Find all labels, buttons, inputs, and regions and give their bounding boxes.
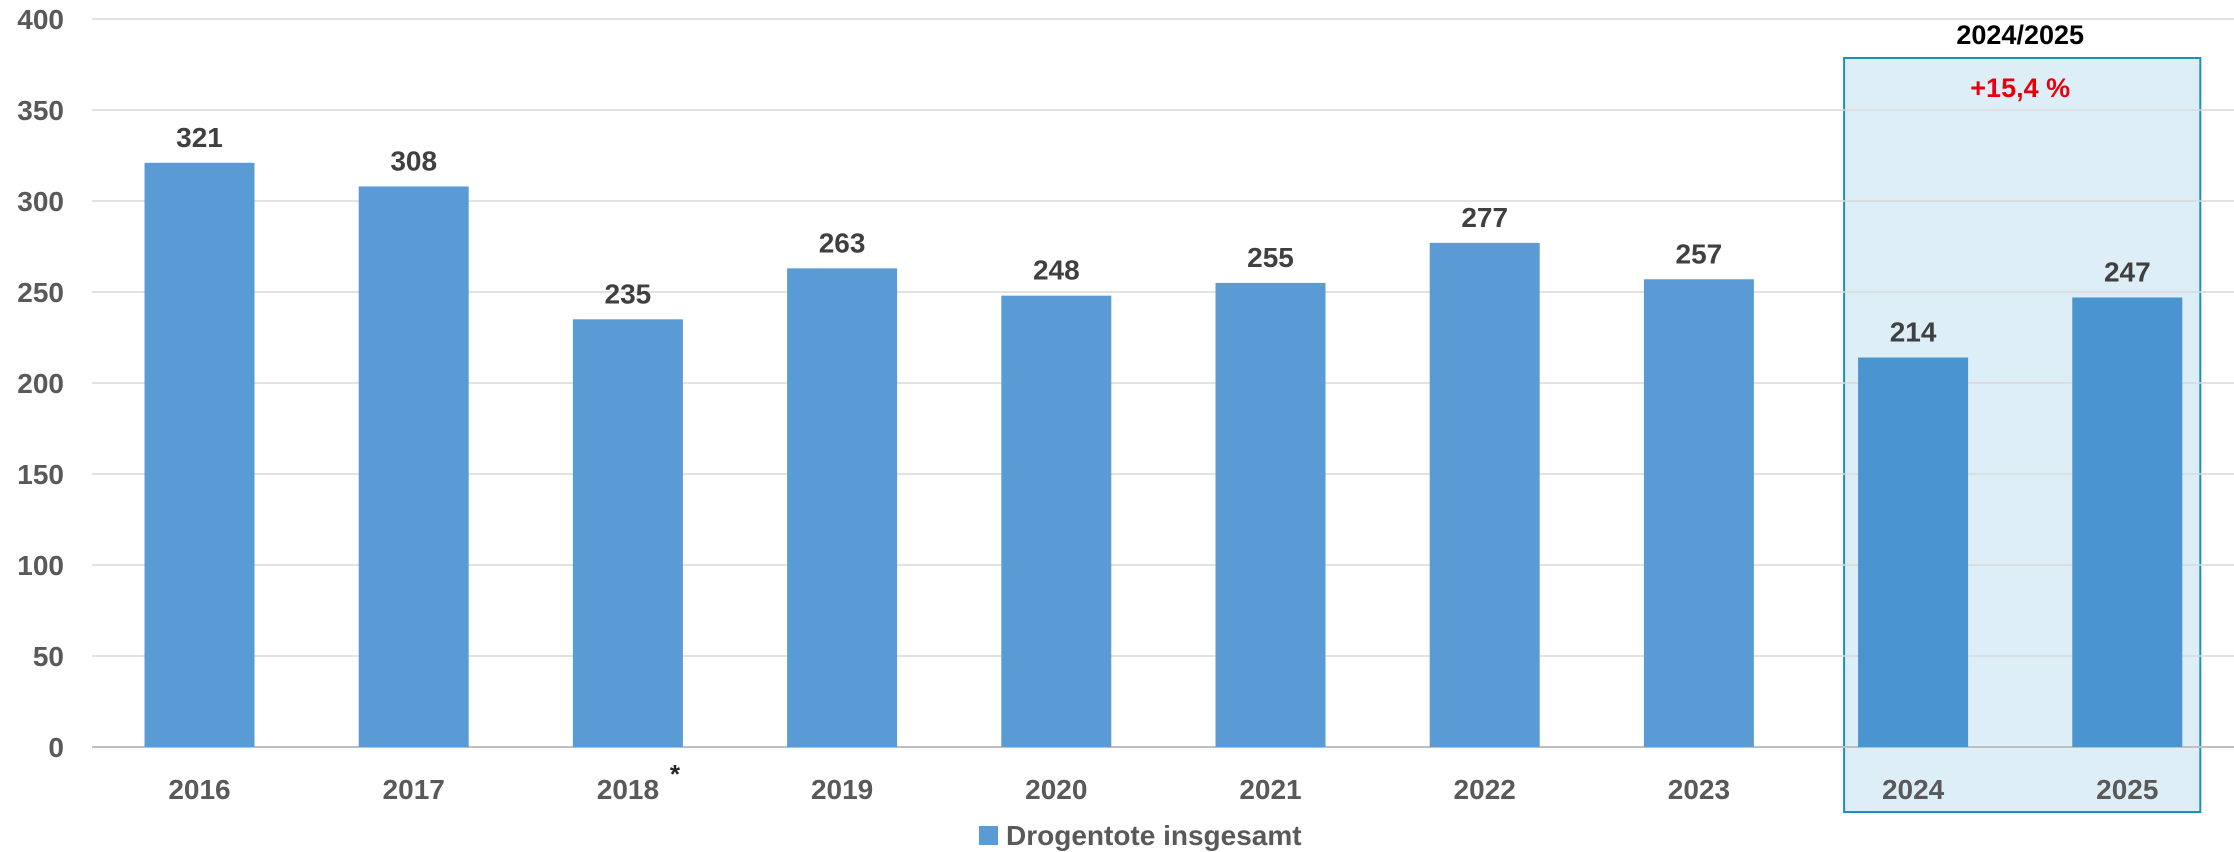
x-tick-label: 2021 — [1239, 774, 1301, 805]
highlight-change-label: +15,4 % — [1970, 73, 2070, 103]
x-tick-label: 2019 — [811, 774, 873, 805]
data-label: 214 — [1890, 317, 1937, 348]
data-label: 308 — [390, 145, 437, 176]
y-tick-label: 100 — [17, 550, 64, 581]
data-label: 235 — [605, 278, 652, 309]
bar — [358, 186, 469, 747]
x-tick-label: 2025 — [2096, 774, 2158, 805]
data-label: 247 — [2104, 256, 2151, 287]
x-tick-label: 2020 — [1025, 774, 1087, 805]
bar — [572, 319, 683, 747]
y-tick-label: 200 — [17, 368, 64, 399]
bar — [1643, 279, 1754, 747]
y-axis: 0 50 100 150 200 250 300 350 400 — [17, 4, 64, 763]
data-label: 263 — [819, 227, 866, 258]
data-label: 321 — [176, 122, 223, 153]
data-label: 257 — [1676, 238, 1723, 269]
bars — [144, 162, 2183, 748]
y-tick-label: 350 — [17, 95, 64, 126]
legend: Drogentote insgesamt — [979, 820, 1302, 851]
highlight-title: 2024/2025 — [1956, 20, 2084, 50]
bar — [144, 162, 255, 747]
x-axis: 2016 2017 2018 * 2019 2020 2021 2022 2023 2024 202… — [168, 759, 2158, 805]
y-tick-label: 150 — [17, 459, 64, 490]
data-labels: 321 308 235 263 248 255 277 257 214 247 — [176, 122, 2151, 348]
y-tick-label: 400 — [17, 4, 64, 35]
highlight-annotations: 2024/2025 +15,4 % — [1956, 20, 2084, 103]
x-tick-label: 2018 — [597, 774, 659, 805]
data-label: 255 — [1247, 242, 1294, 273]
x-tick-label: 2022 — [1454, 774, 1516, 805]
legend-swatch — [979, 826, 998, 845]
y-tick-label: 250 — [17, 277, 64, 308]
x-tick-footnote-mark: * — [670, 759, 681, 789]
x-tick-label: 2017 — [383, 774, 445, 805]
data-label: 277 — [1461, 202, 1508, 233]
y-tick-label: 0 — [48, 732, 64, 763]
x-tick-label: 2016 — [168, 774, 230, 805]
bar — [1858, 357, 1969, 747]
bar — [1429, 242, 1540, 748]
bar — [1001, 295, 1112, 747]
bar — [2072, 297, 2183, 747]
data-label: 248 — [1033, 255, 1080, 286]
y-tick-label: 50 — [33, 641, 64, 672]
x-tick-label: 2024 — [1882, 774, 1945, 805]
legend-label: Drogentote insgesamt — [1006, 820, 1302, 851]
bar — [787, 268, 898, 747]
bar — [1215, 282, 1326, 747]
x-tick-label: 2023 — [1668, 774, 1730, 805]
y-tick-label: 300 — [17, 186, 64, 217]
